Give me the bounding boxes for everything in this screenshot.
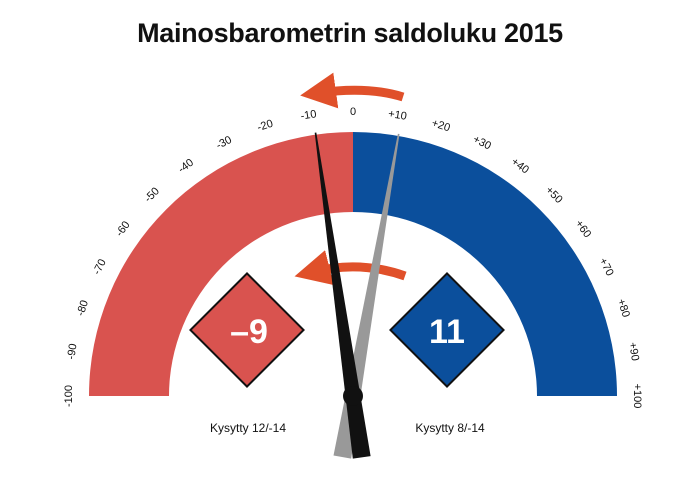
tick-label: +90 xyxy=(626,341,641,361)
tick-label: +60 xyxy=(573,218,594,240)
reading-marker-negative: –9 Kysytty 12/-14 xyxy=(189,272,305,435)
negative-arc xyxy=(89,132,353,396)
tick-label: +40 xyxy=(509,156,531,177)
tick-label: -90 xyxy=(65,343,79,361)
tick-label: -80 xyxy=(75,299,91,318)
tick-label: +70 xyxy=(596,256,615,278)
tick-label: -40 xyxy=(176,157,196,176)
chart-title: Mainosbarometrin saldoluku 2015 xyxy=(137,18,563,48)
tick-label: +80 xyxy=(615,297,632,318)
value-label-negative: –9 xyxy=(230,313,268,351)
tick-label: -10 xyxy=(300,108,318,122)
needle-negative xyxy=(314,132,371,459)
tick-label: +30 xyxy=(471,133,493,152)
needles xyxy=(314,132,400,459)
tick-labels: -100-90-80-70-60-50-40-30-20-10 0 +10+20+3… xyxy=(63,106,643,408)
tick-label: -30 xyxy=(214,134,234,152)
tick-label: +50 xyxy=(543,184,565,206)
tick-label: +100 xyxy=(631,384,643,409)
value-label-positive: 11 xyxy=(429,313,465,351)
tick-label: -50 xyxy=(142,185,162,205)
value-diamond-negative xyxy=(189,272,305,388)
needle-hub xyxy=(343,386,363,406)
tick-label: +10 xyxy=(387,108,407,123)
mid-trend-arrow xyxy=(294,250,407,286)
caption-positive: Kysytty 8/-14 xyxy=(415,421,485,435)
tick-label: -20 xyxy=(256,118,275,134)
caption-negative: Kysytty 12/-14 xyxy=(210,421,286,435)
positive-arc xyxy=(353,132,617,396)
tick-label: -70 xyxy=(91,257,109,277)
tick-label: -100 xyxy=(63,385,75,407)
tick-label: -60 xyxy=(114,219,133,239)
value-diamond-positive xyxy=(389,272,505,388)
top-trend-arrow xyxy=(300,72,405,109)
tick-label: +20 xyxy=(430,117,451,134)
tick-label: 0 xyxy=(350,106,356,118)
reading-marker-positive: 11 Kysytty 8/-14 xyxy=(389,272,505,435)
